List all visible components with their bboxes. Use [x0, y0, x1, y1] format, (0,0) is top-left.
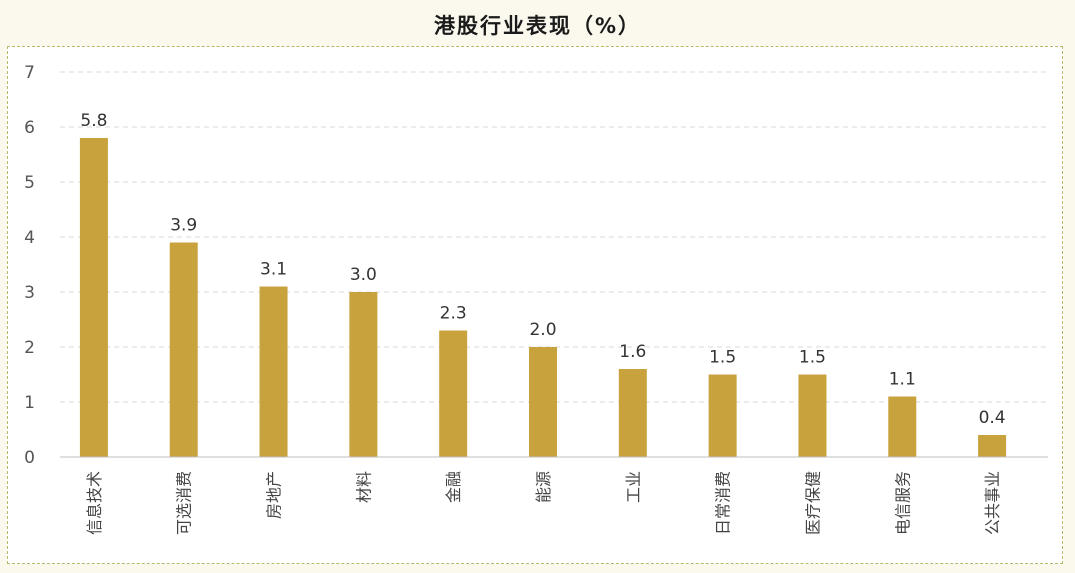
bar: [439, 330, 468, 457]
category-label: 材料: [354, 471, 373, 503]
data-label: 1.5: [709, 348, 736, 368]
data-label: 3.1: [260, 260, 287, 280]
data-label: 3.9: [170, 216, 197, 236]
category-label: 公共事业: [983, 471, 1002, 535]
y-tick-label: 0: [24, 448, 35, 468]
y-tick-label: 6: [24, 118, 35, 138]
bar: [708, 374, 737, 457]
bar: [978, 435, 1007, 457]
y-axis-ticks: 0 1 2 3 4 5 6 7: [24, 63, 35, 468]
category-label: 房地产: [265, 471, 284, 519]
category-label: 能源: [534, 471, 553, 503]
data-label: 2.3: [440, 304, 467, 324]
y-tick-label: 3: [24, 283, 35, 303]
data-label: 1.5: [799, 348, 826, 368]
category-label: 信息技术: [85, 471, 104, 535]
category-labels: 信息技术 可选消费 房地产 材料 金融 能源 工业 日常消费 医疗保健 电信服务 公共事业: [85, 471, 1002, 535]
bar: [529, 347, 557, 457]
bar: [349, 292, 378, 457]
category-label: 金融: [444, 471, 463, 503]
bar: [169, 242, 198, 457]
y-tick-label: 7: [24, 63, 35, 83]
category-label: 日常消费: [714, 471, 733, 535]
y-tick-label: 2: [24, 338, 35, 358]
data-labels: 5.8 3.9 3.1 3.0 2.3 2.0 1.6 1.5 1.5 1.1 0.4: [80, 111, 1005, 428]
y-tick-label: 1: [24, 393, 35, 413]
bar: [888, 396, 917, 457]
bar: [259, 286, 288, 457]
y-tick-label: 5: [24, 173, 35, 193]
data-label: 5.8: [80, 111, 107, 131]
bars: [79, 138, 1007, 457]
data-label: 1.6: [619, 342, 646, 362]
data-label: 1.1: [889, 370, 916, 390]
bar: [618, 369, 647, 457]
grid-lines: [60, 71, 1048, 403]
data-label: 3.0: [350, 265, 377, 285]
category-label: 工业: [624, 471, 643, 503]
chart-title: 港股行业表现（%）: [433, 14, 642, 38]
category-label: 电信服务: [893, 471, 912, 535]
category-label: 医疗保健: [803, 471, 822, 535]
data-label: 0.4: [979, 408, 1006, 428]
data-label: 2.0: [529, 320, 556, 340]
bar: [798, 374, 827, 457]
bar: [79, 138, 108, 457]
y-tick-label: 4: [24, 228, 35, 248]
category-label: 可选消费: [175, 471, 194, 535]
